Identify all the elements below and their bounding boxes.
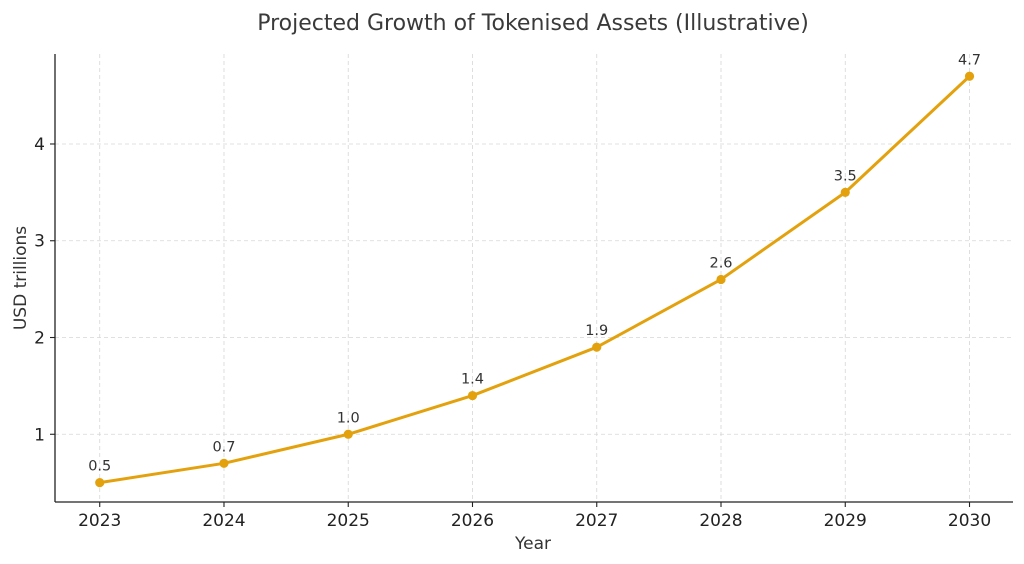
y-tick-label: 1 bbox=[34, 425, 45, 445]
x-tick-label: 2027 bbox=[575, 511, 618, 531]
y-tick-label: 4 bbox=[34, 135, 45, 155]
axes: 2023 2024 2025 2026 2027 2028 2029 2030 1 2 3 4 bbox=[34, 54, 1013, 531]
data-point bbox=[343, 429, 353, 439]
data-labels: 0.5 0.7 1.0 1.4 1.9 2.6 3.5 4.7 bbox=[88, 52, 981, 474]
data-point bbox=[467, 390, 478, 401]
y-axis-label: USD trillions bbox=[11, 226, 31, 330]
series-layer bbox=[95, 71, 975, 488]
data-point bbox=[95, 478, 105, 488]
data-label: 1.9 bbox=[585, 323, 608, 339]
y-tick-label: 2 bbox=[34, 329, 45, 349]
data-point bbox=[716, 274, 726, 285]
x-tick-label: 2024 bbox=[202, 511, 245, 531]
data-point bbox=[840, 187, 850, 197]
x-tick-label: 2030 bbox=[948, 511, 991, 531]
x-axis-label: Year bbox=[514, 534, 551, 554]
y-tick-label: 3 bbox=[34, 232, 45, 252]
data-label: 4.7 bbox=[958, 52, 981, 68]
grid bbox=[55, 54, 1013, 502]
chart-title: Projected Growth of Tokenised Assets (Il… bbox=[257, 11, 809, 36]
x-tick-label: 2028 bbox=[699, 511, 742, 531]
series-line bbox=[98, 74, 972, 485]
x-tick-label: 2029 bbox=[824, 511, 867, 531]
data-label: 2.6 bbox=[709, 255, 732, 271]
data-point bbox=[219, 458, 229, 468]
data-label: 1.4 bbox=[461, 372, 484, 388]
data-label: 1.0 bbox=[337, 410, 360, 426]
x-tick-label: 2025 bbox=[327, 511, 370, 531]
x-tick-label: 2023 bbox=[78, 511, 121, 531]
data-point bbox=[592, 342, 602, 352]
data-point bbox=[964, 71, 975, 81]
data-label: 3.5 bbox=[834, 168, 857, 184]
data-label: 0.5 bbox=[88, 459, 111, 475]
data-label: 0.7 bbox=[212, 439, 235, 455]
x-tick-label: 2026 bbox=[451, 511, 494, 531]
